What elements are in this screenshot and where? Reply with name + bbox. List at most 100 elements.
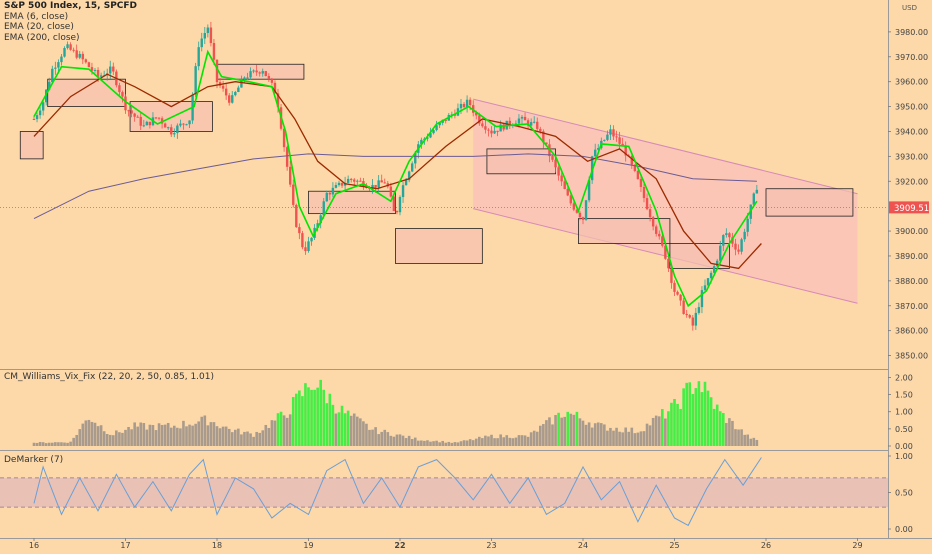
vix-bar bbox=[84, 420, 88, 446]
ema-slow-legend[interactable]: EMA (200, close) bbox=[4, 32, 80, 43]
zone-box bbox=[216, 63, 305, 80]
candle-up bbox=[752, 193, 755, 205]
candle-down bbox=[642, 186, 646, 199]
candle-down bbox=[667, 258, 670, 269]
candle-up bbox=[197, 47, 200, 67]
candle-up bbox=[203, 33, 206, 39]
candle-down bbox=[255, 70, 258, 73]
candle-down bbox=[157, 117, 161, 119]
candle-up bbox=[316, 223, 319, 228]
ema-mid-legend[interactable]: EMA (20, close) bbox=[4, 22, 74, 32]
candle-down bbox=[72, 49, 75, 51]
price-tick-label: 3920.00 bbox=[895, 177, 928, 186]
vix-bar bbox=[163, 424, 167, 446]
vix-bar-high bbox=[697, 381, 701, 446]
ema-fast-legend[interactable]: EMA (6, close) bbox=[4, 11, 69, 22]
candle-up bbox=[401, 185, 405, 198]
vix-fix-label[interactable]: CM_Williams_Vix_Fix (22, 20, 2, 50, 0.85… bbox=[4, 372, 215, 382]
vix-bar bbox=[246, 431, 249, 446]
vix-bar bbox=[47, 442, 51, 446]
candle-up bbox=[194, 66, 197, 95]
candle-up bbox=[41, 102, 45, 111]
vix-bar bbox=[352, 413, 356, 446]
symbol-title[interactable]: S&P 500 Index, 15, SPCFD bbox=[4, 1, 138, 11]
vix-bar bbox=[261, 430, 265, 446]
candle-down bbox=[264, 71, 267, 77]
vix-bar-high bbox=[682, 388, 685, 446]
vix-bar bbox=[572, 414, 576, 446]
vix-bar bbox=[288, 414, 292, 446]
candle-up bbox=[414, 152, 417, 164]
vix-bar bbox=[453, 442, 457, 446]
candle-up bbox=[533, 121, 536, 123]
vix-fix-pane bbox=[32, 379, 759, 446]
demarker-label[interactable]: DeMarker (7) bbox=[4, 455, 64, 465]
candle-up bbox=[746, 218, 749, 232]
candle-up bbox=[99, 75, 103, 77]
candle-up bbox=[237, 87, 240, 92]
vix-bar-high bbox=[709, 397, 713, 446]
candle-up bbox=[35, 115, 39, 120]
vix-bar bbox=[182, 420, 185, 446]
candle-up bbox=[331, 187, 335, 195]
candle-down bbox=[536, 121, 539, 129]
candle-down bbox=[96, 69, 100, 77]
vix-bar bbox=[145, 429, 149, 446]
candle-down bbox=[685, 313, 688, 316]
candle-down bbox=[301, 233, 304, 248]
vix-bar bbox=[664, 418, 667, 446]
candle-down bbox=[569, 195, 572, 204]
candle-down bbox=[295, 204, 298, 228]
vix-bar bbox=[539, 425, 542, 446]
candle-down bbox=[170, 127, 173, 135]
vix-bar bbox=[413, 437, 417, 446]
candle-down bbox=[124, 96, 127, 111]
vix-bar-high bbox=[575, 411, 579, 446]
vix-bar bbox=[197, 421, 200, 446]
vix-bar bbox=[429, 441, 432, 446]
last-price-label: 3909.51 bbox=[894, 204, 929, 214]
vix-bar bbox=[359, 418, 362, 446]
candle-up bbox=[706, 278, 710, 286]
vix-bar bbox=[72, 437, 75, 446]
candle-down bbox=[554, 159, 557, 168]
candle-up bbox=[411, 163, 414, 172]
vix-bar bbox=[234, 429, 237, 446]
vix-bar bbox=[746, 434, 749, 446]
candle-down bbox=[475, 112, 478, 116]
vix-bar bbox=[221, 426, 225, 446]
candle-down bbox=[359, 180, 362, 182]
demarker-band bbox=[0, 477, 888, 508]
candle-up bbox=[697, 307, 701, 313]
vix-bar bbox=[69, 441, 72, 446]
zone-box bbox=[395, 228, 483, 264]
price-tick-label: 3970.00 bbox=[895, 53, 928, 62]
vix-bar bbox=[734, 429, 737, 446]
price-tick-label: 3930.00 bbox=[895, 152, 928, 161]
vix-bar bbox=[194, 423, 197, 446]
vix-bar-high bbox=[715, 404, 719, 446]
candle-down bbox=[289, 166, 292, 185]
candle-down bbox=[118, 85, 121, 93]
vix-bar bbox=[356, 416, 359, 446]
vix-bar bbox=[243, 431, 246, 446]
vix-bar bbox=[102, 431, 106, 446]
candle-up bbox=[700, 290, 704, 308]
candle-down bbox=[353, 179, 356, 182]
vix-bar-high bbox=[304, 383, 307, 446]
candle-down bbox=[112, 66, 115, 72]
vix-bar bbox=[252, 436, 255, 446]
vix-bar bbox=[227, 428, 231, 446]
vix-bar bbox=[224, 426, 228, 446]
candle-down bbox=[645, 198, 649, 210]
candle-down bbox=[136, 116, 139, 118]
vix-bar bbox=[60, 442, 63, 446]
vix-bar bbox=[78, 429, 82, 446]
vix-bar bbox=[639, 431, 643, 446]
vix-bar bbox=[389, 435, 393, 446]
vix-bar-high bbox=[694, 388, 698, 446]
candle-up bbox=[499, 124, 502, 132]
vix-bar bbox=[417, 440, 420, 446]
vix-bar bbox=[621, 432, 624, 446]
vix-bar-high bbox=[310, 389, 313, 446]
